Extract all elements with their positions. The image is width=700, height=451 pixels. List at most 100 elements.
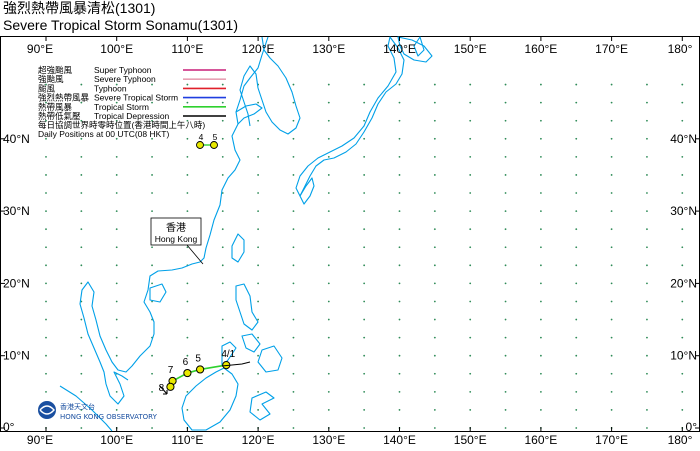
grid-dot — [115, 390, 118, 393]
grid-dot — [327, 174, 330, 176]
grid-dot — [363, 409, 366, 411]
grid-dot — [469, 372, 472, 375]
grid-dot — [257, 228, 259, 231]
lon-tick-label-top: 110°E — [171, 42, 203, 56]
grid-dot — [504, 246, 507, 249]
grid-dot — [575, 318, 578, 321]
grid-dot — [45, 119, 47, 122]
grid-dot — [151, 390, 153, 393]
grid-dot — [469, 390, 472, 393]
grid-dot — [80, 174, 83, 176]
grid-dot — [292, 174, 295, 176]
grid-dot — [433, 101, 436, 104]
grid-dot — [186, 318, 189, 321]
grid-dot — [115, 354, 118, 357]
grid-dot — [610, 192, 613, 194]
grid-dot — [292, 119, 295, 122]
legend-sample-day: 5 — [213, 132, 218, 142]
grid-dot — [646, 390, 648, 393]
grid-dot — [45, 137, 47, 140]
grid-dot — [540, 228, 542, 231]
grid-dot — [398, 101, 401, 104]
grid-dot — [469, 210, 472, 213]
grid-dot — [681, 264, 684, 267]
grid-dot — [151, 174, 153, 176]
track-position-marker — [183, 368, 192, 378]
grid-dot — [504, 427, 507, 429]
grid-dot — [433, 119, 436, 122]
grid-dot — [398, 336, 401, 339]
track-final-direction — [159, 385, 168, 395]
grid-dot — [257, 336, 259, 339]
grid-dot — [398, 155, 401, 158]
grid-dot — [186, 390, 189, 393]
grid-dot — [610, 228, 613, 231]
legend-label-en: Tropical Storm — [94, 102, 149, 112]
grid-dot — [504, 210, 507, 213]
legend-label-en: Typhoon — [94, 83, 127, 93]
hong-kong-en: Hong Kong — [155, 234, 198, 244]
grid-dot — [681, 137, 684, 140]
grid-dot — [80, 264, 83, 267]
grid-dot — [540, 282, 542, 285]
observatory-en: HONG KONG OBSERVATORY — [60, 413, 158, 421]
grid-dot — [115, 83, 118, 86]
grid-dot — [504, 228, 507, 231]
grid-dot — [45, 174, 47, 176]
grid-dot — [45, 282, 47, 285]
grid-dot — [575, 246, 578, 249]
legend-daily-zh: 每日協調世界時零時位置(香港時間上午八時) — [38, 120, 205, 130]
grid-dot — [610, 354, 613, 357]
grid-dot — [646, 192, 648, 194]
coast-hainan — [149, 283, 167, 303]
grid-dot — [504, 336, 507, 339]
hong-kong-zh: 香港 — [166, 222, 186, 234]
grid-dot — [257, 119, 259, 122]
grid-dot — [363, 354, 366, 357]
coast-mainland — [79, 36, 269, 405]
grid-dot — [540, 336, 542, 339]
grid-dot — [398, 246, 401, 249]
grid-dot — [575, 174, 578, 176]
grid-dot — [575, 192, 578, 194]
grid-dot — [257, 174, 259, 176]
coast-borneo — [181, 367, 239, 431]
grid-dot — [575, 336, 578, 339]
grid-dot — [363, 336, 366, 339]
grid-dot — [433, 155, 436, 158]
grid-dot — [646, 174, 648, 176]
grid-dot — [221, 83, 224, 86]
grid-dot — [221, 155, 224, 158]
grid-dot — [575, 210, 578, 213]
grid-dot — [681, 318, 684, 321]
grid-dot — [433, 336, 436, 339]
grid-dot — [610, 300, 613, 303]
grid-dot — [151, 246, 153, 249]
grid-dot — [80, 318, 83, 321]
grid-dot — [363, 83, 366, 86]
grid-dot — [433, 318, 436, 321]
observatory-emblem — [38, 401, 56, 419]
grid-dot — [398, 137, 401, 140]
grid-dot — [575, 137, 578, 140]
grid-dot — [398, 409, 401, 411]
grid-dot — [115, 228, 118, 231]
grid-dot — [540, 101, 542, 104]
grid-dot — [504, 174, 507, 176]
grid-dot — [433, 228, 436, 231]
grid-dot — [45, 300, 47, 303]
coast-luzon — [235, 283, 259, 331]
grid-dot — [504, 409, 507, 411]
grid-dot — [504, 282, 507, 285]
grid-dot — [610, 137, 613, 140]
lon-tick-label-bottom: 160°E — [524, 433, 557, 447]
grid-dot — [115, 300, 118, 303]
grid-dot — [646, 119, 648, 122]
legend-label-en: Super Typhoon — [94, 65, 152, 75]
grid-dot — [292, 83, 295, 86]
grid-dot — [504, 101, 507, 104]
grid-dot — [221, 427, 224, 429]
grid-dot — [469, 264, 472, 267]
grid-dot — [221, 336, 224, 339]
grid-dot — [221, 119, 224, 122]
